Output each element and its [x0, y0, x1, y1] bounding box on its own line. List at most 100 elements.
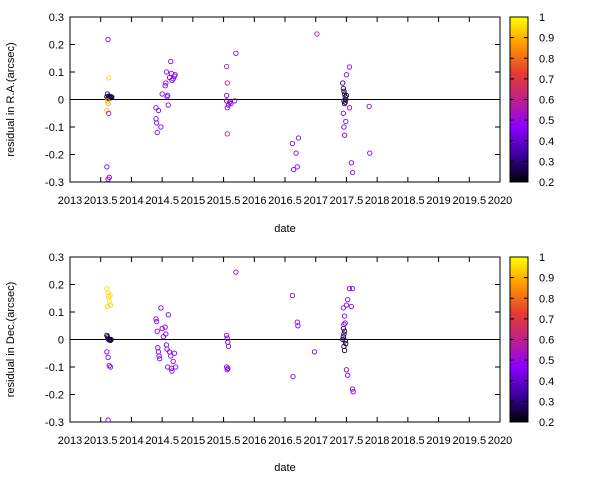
data-point [153, 316, 159, 322]
data-point [168, 353, 174, 359]
data-point [340, 110, 347, 116]
data-point [342, 338, 348, 344]
data-point [341, 132, 348, 138]
colorbar-tick-label: 0.4 [539, 136, 554, 148]
data-point [165, 102, 171, 108]
x-tick-label: 2014.5 [145, 435, 179, 447]
colorbar-tick-label: 1 [539, 252, 545, 264]
data-point [104, 303, 111, 310]
x-tick-label: 2019.5 [452, 435, 486, 447]
data-point [172, 72, 178, 78]
data-point [224, 131, 230, 137]
x-tick-label: 2017 [303, 195, 327, 207]
data-point [346, 285, 353, 292]
data-point [348, 160, 354, 166]
x-tick-label: 2014.5 [145, 195, 179, 207]
x-tick-label: 2013 [58, 195, 82, 207]
x-axis-label: date [274, 462, 295, 474]
data-point [223, 364, 230, 370]
y-tick-label: -0.2 [45, 390, 64, 402]
x-tick-label: 2017.5 [330, 195, 364, 207]
data-point [155, 345, 161, 351]
colorbar-tick-label: 0.6 [539, 335, 554, 347]
data-point [104, 164, 110, 170]
x-tick-label: 2019 [426, 195, 450, 207]
ra-residual-panel: 0.3 0.2 0.1 0 -0.1 -0.2 -0.3 2013 2013.5 2014 2014… [5, 12, 554, 235]
data-point [169, 368, 175, 374]
data-point [340, 85, 347, 92]
y-tick-label: 0.2 [49, 280, 64, 292]
data-point [349, 169, 356, 176]
data-point [170, 76, 176, 82]
data-point [109, 94, 115, 100]
data-point [106, 174, 112, 180]
data-point [341, 88, 347, 94]
x-tick-label: 2018.5 [391, 435, 425, 447]
x-axis-label: date [274, 223, 295, 235]
x-tick-label: 2016 [242, 435, 266, 447]
x-tick-label: 2016.5 [268, 195, 302, 207]
x-tick-label: 2015 [181, 435, 205, 447]
data-point [160, 334, 167, 340]
data-point [340, 334, 347, 340]
x-tick-label: 2018.5 [391, 195, 425, 207]
y-tick-label: 0 [58, 95, 64, 107]
data-point [162, 324, 168, 330]
data-point [225, 339, 231, 345]
y-tick-label: 0.1 [49, 307, 64, 319]
colorbar-tick-label: 0.8 [539, 293, 554, 305]
x-tick-label: 2013.5 [84, 195, 118, 207]
data-point [157, 356, 163, 362]
y-axis-label: residual in R.A.(arcsec) [5, 42, 17, 156]
data-point [163, 331, 169, 337]
data-point [107, 337, 114, 343]
colorbar-tick-label: 1 [539, 12, 545, 24]
data-point [314, 31, 320, 37]
colorbar-tick-label: 0.3 [539, 156, 554, 168]
data-point [224, 105, 230, 111]
data-point [340, 305, 347, 311]
data-point [153, 318, 160, 325]
y-axis-label: residual in Dec.(arcsec) [5, 282, 17, 398]
colorbar-tick-label: 0.9 [539, 33, 554, 45]
data-point [105, 36, 111, 43]
data-point [343, 72, 350, 78]
data-point [104, 98, 111, 104]
colorbar-tick-label: 0.7 [539, 314, 554, 326]
y-tick-label: 0.2 [49, 40, 64, 52]
x-tick-label: 2016.5 [268, 435, 302, 447]
data-point [349, 386, 356, 392]
data-point [341, 347, 348, 354]
data-point [105, 354, 111, 361]
data-point [228, 100, 234, 107]
data-point [105, 417, 111, 423]
data-point [163, 342, 170, 348]
data-point [349, 285, 356, 292]
colorbar-tick-label: 0.3 [539, 396, 554, 408]
data-point [154, 129, 160, 136]
y-tick-label: -0.3 [45, 417, 64, 429]
data-point [341, 124, 347, 130]
colorbar-tick-label: 0.5 [539, 115, 554, 127]
data-point [350, 389, 356, 395]
y-tick-label: 0.3 [49, 252, 64, 264]
data-point [170, 358, 176, 365]
colorbar-tick-label: 0.7 [539, 74, 554, 86]
data-point [225, 343, 232, 350]
colorbar-tick-label: 0.2 [539, 177, 554, 189]
y-tick-label: -0.1 [45, 362, 64, 374]
data-point [343, 118, 349, 125]
x-tick-label: 2018 [365, 195, 389, 207]
data-point [233, 269, 239, 275]
data-point [158, 305, 164, 311]
data-point [294, 164, 300, 170]
y-tick-label: 0.1 [49, 67, 64, 79]
data-point [223, 98, 230, 104]
data-point [341, 98, 347, 104]
x-tick-label: 2016 [242, 195, 266, 207]
data-point [168, 58, 174, 65]
data-point [107, 292, 113, 299]
data-point [104, 349, 110, 355]
x-tick-label: 2019 [426, 435, 450, 447]
